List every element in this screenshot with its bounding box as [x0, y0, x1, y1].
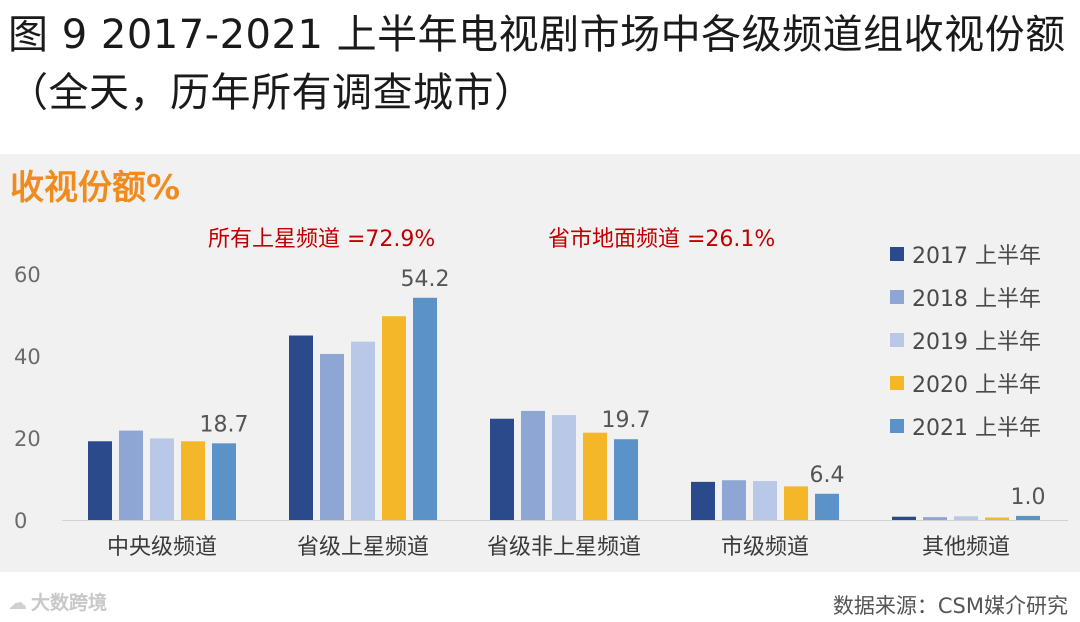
legend-swatch: [890, 375, 904, 390]
x-category-label: 省级非上星频道: [487, 535, 641, 560]
data-label: 6.4: [810, 463, 845, 488]
watermark-logo-icon: ☁: [8, 592, 27, 614]
y-axis-label: 收视份额%: [10, 168, 181, 208]
legend-label: 2018 上半年: [912, 286, 1041, 312]
bar: [985, 517, 1009, 520]
x-category-label: 省级上星频道: [297, 535, 429, 560]
x-category-label: 市级频道: [721, 535, 809, 560]
data-label: 19.7: [602, 408, 651, 433]
legend-swatch: [890, 246, 904, 261]
y-tick-label: 60: [14, 263, 41, 287]
bar: [119, 430, 143, 520]
data-label: 18.7: [200, 412, 249, 437]
legend-swatch: [890, 418, 904, 433]
x-category-label: 其他频道: [922, 535, 1010, 560]
bar: [923, 517, 947, 520]
bar: [722, 480, 746, 520]
legend-item-2020: 2020 上半年: [890, 361, 1070, 404]
legend-item-2019: 2019 上半年: [890, 318, 1070, 361]
bar: [490, 418, 514, 520]
bar: [614, 439, 638, 520]
watermark-text: 大数跨境: [31, 592, 108, 614]
bar: [753, 481, 777, 520]
bar: [784, 486, 808, 520]
legend-swatch: [890, 332, 904, 347]
legend-label: 2019 上半年: [912, 329, 1041, 355]
bar: [212, 443, 236, 520]
bar: [181, 441, 205, 520]
bar: [954, 516, 978, 520]
bar: [691, 481, 715, 520]
legend: 2017 上半年 2018 上半年 2019 上半年 2020 上半年 2021…: [890, 232, 1070, 447]
data-label: 54.2: [401, 267, 450, 292]
bar: [351, 341, 375, 520]
bar: [521, 410, 545, 520]
annotation-local-total: 省市地面频道 =26.1%: [548, 227, 776, 252]
bar: [289, 335, 313, 520]
watermark: ☁ 大数跨境: [8, 588, 107, 615]
y-tick-label: 0: [14, 509, 27, 533]
legend-item-2018: 2018 上半年: [890, 275, 1070, 318]
data-label: 1.0: [1011, 485, 1046, 510]
legend-swatch: [890, 289, 904, 304]
x-category-label: 中央级频道: [107, 535, 217, 560]
bar: [150, 438, 174, 520]
legend-label: 2021 上半年: [912, 415, 1041, 441]
annotation-satellite-total: 所有上星频道 =72.9%: [208, 227, 436, 252]
legend-item-2021: 2021 上半年: [890, 404, 1070, 447]
bar: [320, 353, 344, 520]
bar: [382, 316, 406, 520]
bar: [815, 493, 839, 520]
y-tick-label: 40: [14, 345, 41, 369]
legend-item-2017: 2017 上半年: [890, 232, 1070, 275]
legend-label: 2017 上半年: [912, 243, 1041, 269]
bar: [892, 516, 916, 520]
bar: [552, 415, 576, 520]
chart-title: 图 9 2017-2021 上半年电视剧市场中各级频道组收视份额（全天，历年所有…: [8, 12, 1066, 116]
bar: [583, 432, 607, 520]
bar: [1016, 515, 1040, 520]
bar: [88, 441, 112, 520]
source-note: 数据来源：CSM媒介研究: [832, 594, 1068, 618]
bar: [413, 297, 437, 520]
legend-label: 2020 上半年: [912, 372, 1041, 398]
y-tick-label: 20: [14, 427, 41, 451]
